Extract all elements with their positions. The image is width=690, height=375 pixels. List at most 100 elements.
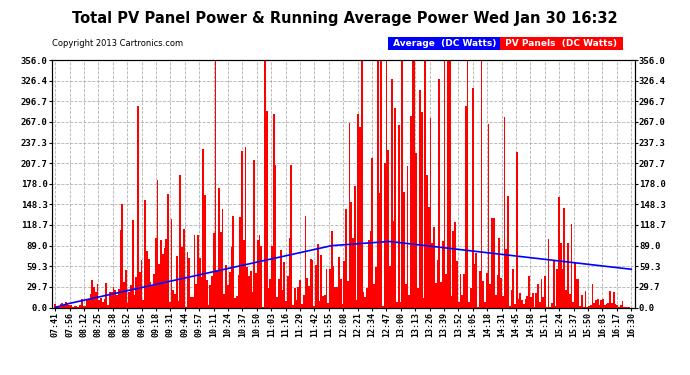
Bar (255, 273, 257, 308)
Bar (324, 295, 326, 307)
Bar (414, 60, 415, 308)
Bar (282, 290, 284, 308)
Bar (119, 230, 121, 308)
Bar (513, 269, 514, 308)
Bar (58, 306, 59, 308)
Bar (224, 294, 225, 307)
Bar (433, 227, 435, 308)
Bar (167, 195, 169, 308)
Bar (199, 258, 201, 308)
Bar (535, 293, 537, 308)
Bar (380, 60, 382, 308)
Bar (115, 290, 116, 308)
Bar (176, 255, 178, 308)
Bar (253, 160, 255, 308)
Bar (440, 282, 442, 308)
Bar (328, 303, 329, 307)
Bar (195, 284, 197, 308)
Bar (292, 304, 294, 307)
Bar (565, 290, 567, 308)
Bar (70, 305, 72, 308)
Bar (169, 302, 170, 307)
Bar (299, 280, 301, 308)
Bar (391, 79, 393, 308)
Bar (55, 304, 56, 307)
Bar (204, 195, 206, 308)
Bar (518, 299, 520, 307)
Text: PV Panels  (DC Watts): PV Panels (DC Watts) (502, 39, 620, 48)
Bar (591, 284, 593, 308)
Bar (412, 60, 414, 308)
Bar (457, 302, 460, 307)
Bar (529, 276, 530, 308)
Bar (556, 268, 558, 308)
Bar (333, 266, 335, 308)
Bar (174, 294, 176, 307)
Bar (294, 288, 296, 308)
Bar (170, 219, 172, 308)
Bar (473, 264, 475, 308)
Bar (558, 196, 560, 308)
Bar (355, 300, 357, 307)
Bar (81, 298, 83, 307)
Bar (564, 208, 565, 308)
Bar (604, 305, 606, 308)
Bar (79, 305, 81, 308)
Bar (475, 253, 477, 308)
Bar (419, 90, 421, 308)
Bar (569, 294, 571, 308)
Bar (104, 299, 106, 307)
Bar (315, 265, 317, 308)
Bar (588, 306, 590, 308)
Bar (370, 231, 371, 308)
Bar (74, 306, 75, 308)
Bar (509, 306, 511, 308)
Bar (395, 108, 396, 308)
Bar (431, 243, 433, 308)
Bar (185, 306, 186, 308)
Bar (375, 267, 377, 308)
Bar (157, 180, 158, 308)
Bar (338, 257, 339, 307)
Bar (498, 238, 500, 308)
Bar (141, 260, 142, 308)
Bar (220, 232, 221, 308)
Bar (438, 79, 440, 308)
Bar (593, 303, 595, 307)
Bar (172, 290, 174, 308)
Bar (269, 279, 271, 308)
Bar (197, 236, 199, 308)
Bar (551, 303, 553, 307)
Bar (479, 271, 481, 308)
Bar (95, 292, 97, 308)
Bar (102, 302, 103, 307)
Bar (463, 274, 465, 308)
Bar (261, 246, 262, 308)
Bar (396, 302, 398, 307)
Bar (213, 233, 215, 308)
Bar (435, 283, 437, 308)
Bar (160, 240, 162, 308)
Bar (268, 288, 269, 308)
Bar (130, 285, 132, 308)
Bar (386, 60, 387, 308)
Bar (354, 186, 355, 308)
Bar (342, 304, 344, 307)
Bar (511, 290, 513, 308)
Bar (590, 304, 591, 307)
Bar (188, 258, 190, 307)
Bar (495, 294, 497, 307)
Bar (368, 240, 370, 308)
Bar (620, 306, 622, 308)
Bar (68, 305, 70, 308)
Bar (352, 238, 354, 308)
Bar (303, 295, 304, 307)
Bar (296, 300, 297, 307)
Bar (491, 218, 493, 308)
Bar (451, 296, 453, 307)
Bar (278, 279, 280, 308)
Bar (56, 306, 58, 308)
Bar (84, 306, 86, 308)
Bar (430, 118, 431, 308)
Bar (148, 260, 150, 308)
